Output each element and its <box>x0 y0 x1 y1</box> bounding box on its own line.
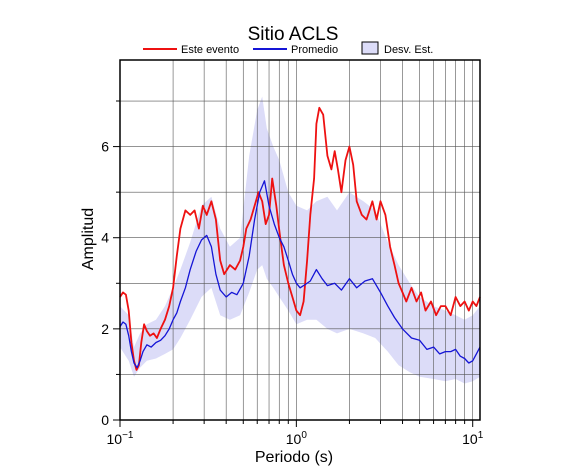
legend-label-desv-est: Desv. Est. <box>384 44 433 56</box>
legend: Este evento Promedio Desv. Est. <box>143 41 433 56</box>
x-tick-labels: 10−1 100 101 <box>107 430 484 447</box>
x-tick-label: 100 <box>286 430 308 447</box>
grid-layer <box>119 60 480 420</box>
legend-swatch-desv-est <box>361 41 379 55</box>
series-layer <box>119 106 481 371</box>
y-tick-label: 0 <box>101 412 109 428</box>
x-tick-label: 10−1 <box>107 430 134 447</box>
y-tick-label: 4 <box>101 230 109 246</box>
legend-label-este-evento: Este evento <box>181 44 239 56</box>
std-dev-band <box>120 96 480 384</box>
y-axis-label: Amplitud <box>80 208 97 270</box>
std-dev-band-layer <box>120 96 480 384</box>
y-tick-label: 6 <box>101 139 109 155</box>
series-line-promedio <box>119 180 481 369</box>
plot-frame-layer <box>113 59 481 427</box>
series-line-este-evento <box>119 106 481 371</box>
plot-frame <box>119 59 481 421</box>
chart-title: Sitio ACLS <box>248 24 339 45</box>
legend-label-promedio: Promedio <box>291 44 338 56</box>
y-tick-label: 2 <box>101 321 109 337</box>
x-axis-label: Periodo (s) <box>255 449 333 466</box>
y-tick-labels: 0 2 4 6 <box>101 139 109 428</box>
x-tick-label: 101 <box>462 430 484 447</box>
